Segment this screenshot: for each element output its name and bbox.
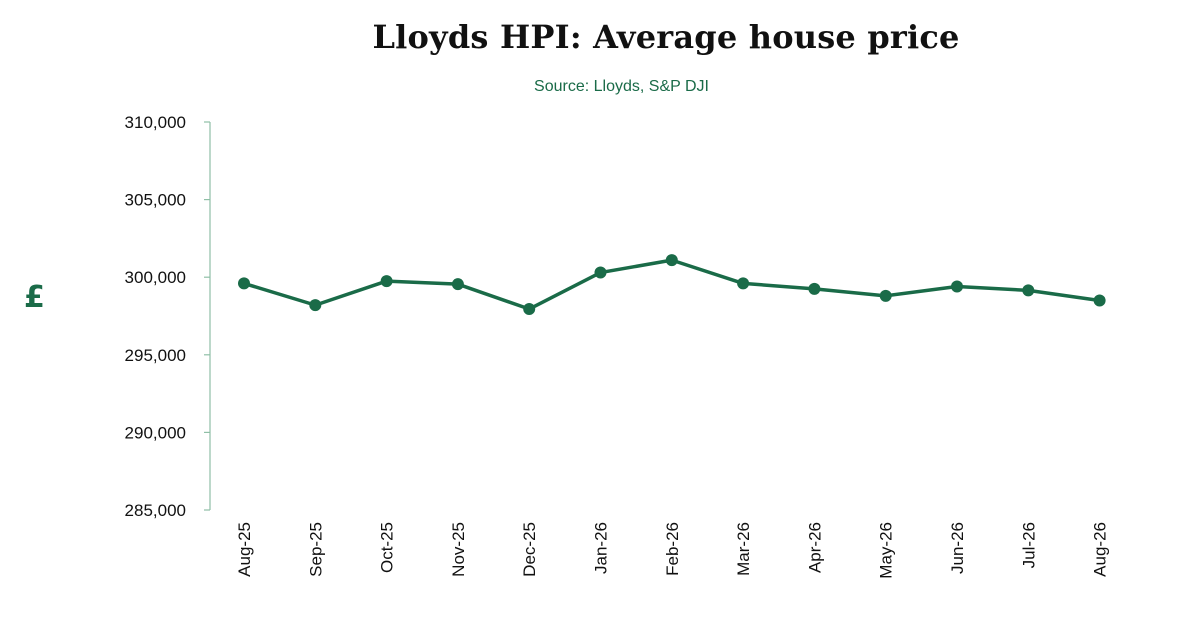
x-tick-label: Aug-26 <box>1091 522 1110 577</box>
x-tick-label: Dec-25 <box>520 522 539 577</box>
data-point <box>879 289 892 302</box>
data-point <box>808 282 821 295</box>
x-tick-label: Jul-26 <box>1019 522 1038 568</box>
data-point <box>238 277 250 290</box>
y-tick-label: 305,000 <box>125 191 186 210</box>
x-tick-label: Feb-26 <box>663 522 682 576</box>
x-axis: Aug-25 Sep-25 Oct-25 Nov-25 Dec-25 Jan-26 Feb-… <box>235 522 1110 579</box>
data-point <box>737 277 750 290</box>
chart-subtitle: Source: Lloyds, S&P DJI <box>534 78 709 95</box>
series-layer <box>238 254 1106 316</box>
x-tick-label: Jan-26 <box>592 522 611 574</box>
chart-title: Lloyds HPI: Average house price <box>372 18 960 56</box>
data-point <box>380 275 393 288</box>
x-tick-label: Aug-25 <box>235 522 254 577</box>
data-point <box>523 303 536 316</box>
series-line <box>243 258 1100 311</box>
y-tick-label: 285,000 <box>125 501 186 520</box>
y-tick-label: 295,000 <box>125 346 186 365</box>
y-tick-label: 290,000 <box>125 423 186 442</box>
x-tick-label: Jun-26 <box>948 522 967 574</box>
data-point <box>1022 284 1035 297</box>
data-point <box>451 278 464 291</box>
data-point <box>309 299 322 312</box>
x-tick-label: May-26 <box>877 522 896 579</box>
x-tick-label: Nov-25 <box>449 522 468 577</box>
data-point <box>1093 294 1106 307</box>
x-tick-label: Sep-25 <box>306 522 325 577</box>
x-tick-label: Apr-26 <box>805 522 824 573</box>
y-tick-label: 300,000 <box>125 268 186 287</box>
data-point <box>665 254 678 267</box>
y-axis: 285,000 290,000 295,000 300,000 305,000 310,0… <box>125 113 211 520</box>
x-tick-label: Mar-26 <box>734 522 753 576</box>
data-point <box>951 280 963 293</box>
y-axis-label: £ <box>24 280 45 315</box>
data-point <box>594 266 607 279</box>
x-tick-label: Oct-25 <box>378 522 397 573</box>
y-tick-label: 310,000 <box>125 113 186 132</box>
